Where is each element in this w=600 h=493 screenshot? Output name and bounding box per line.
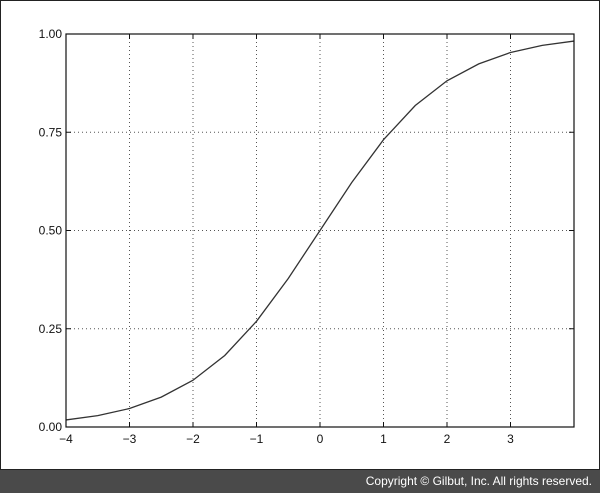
- x-tick-label-4: 0: [317, 432, 324, 446]
- y-tick-label-4: 1.00: [39, 27, 63, 41]
- x-tick-layer: −4 −3 −2 −1 0 1 2 3: [59, 34, 514, 446]
- chart-frame: −4 −3 −2 −1 0 1 2 3 0.00 0.25 0.50 0.75 1.00: [0, 0, 600, 470]
- x-tick-label-2: −2: [186, 432, 200, 446]
- copyright-footer: Copyright © Gilbut, Inc. All rights rese…: [0, 470, 600, 493]
- x-tick-label-5: 1: [380, 432, 387, 446]
- y-tick-label-3: 0.75: [39, 125, 63, 139]
- x-tick-label-1: −3: [123, 432, 137, 446]
- x-tick-label-6: 2: [444, 432, 451, 446]
- y-tick-layer: 0.00 0.25 0.50 0.75 1.00: [39, 27, 574, 434]
- y-tick-label-2: 0.50: [39, 224, 63, 238]
- x-tick-label-3: −1: [250, 432, 264, 446]
- x-tick-label-7: 3: [507, 432, 514, 446]
- y-tick-label-0: 0.00: [39, 420, 63, 434]
- copyright-text: Copyright © Gilbut, Inc. All rights rese…: [365, 474, 592, 488]
- y-tick-label-1: 0.25: [39, 322, 63, 336]
- x-tick-label-0: −4: [59, 432, 73, 446]
- curve-layer: [65, 40, 575, 421]
- sigmoid-curve: [65, 40, 575, 421]
- sigmoid-chart: −4 −3 −2 −1 0 1 2 3 0.00 0.25 0.50 0.75 1.00: [39, 27, 575, 446]
